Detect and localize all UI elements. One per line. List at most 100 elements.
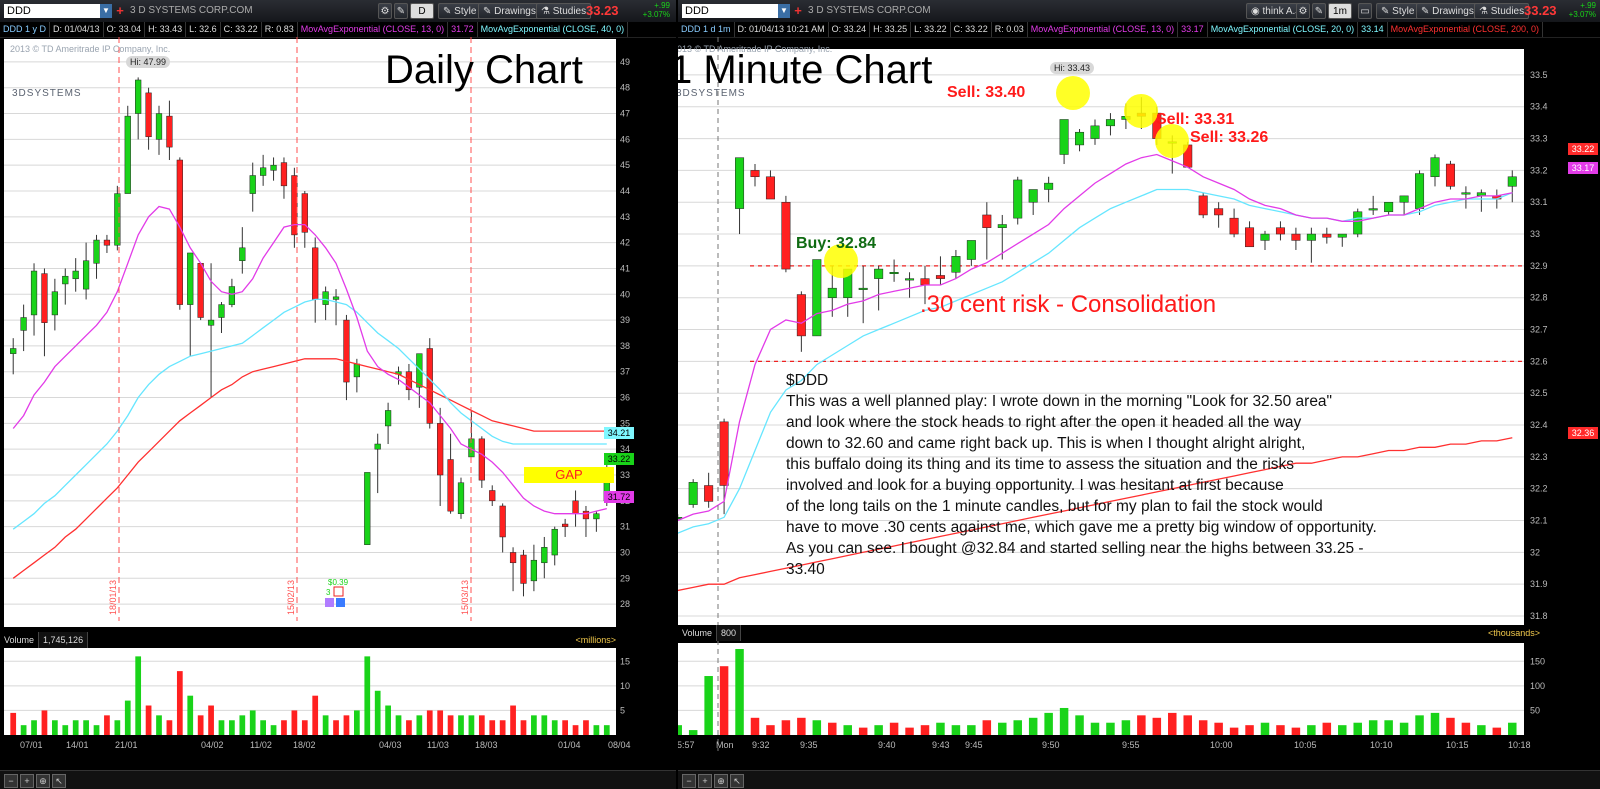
right-symbol-dropdown-icon[interactable]: ▼ xyxy=(778,4,790,18)
minute-chart-svg[interactable]: 31.8 31.9 32 32.1 32.2 32.3 32.4 32.5 32.6 32.7 32… xyxy=(678,37,1600,789)
right-style-button[interactable]: ✎ Style xyxy=(1376,3,1420,19)
left-zoom-in-icon[interactable]: + xyxy=(20,774,34,788)
x-tick-label: 9:45 xyxy=(965,740,983,750)
volume-bar xyxy=(1137,715,1146,735)
candle-body xyxy=(145,92,152,138)
candle-body xyxy=(827,287,837,298)
left-link-icon[interactable]: ⚙ xyxy=(378,3,392,19)
left-style-button[interactable]: ✎ Style xyxy=(438,3,482,19)
right-company-name: 3 D SYSTEMS CORP.COM xyxy=(808,5,931,16)
right-link-icon[interactable]: ⚙ xyxy=(1296,3,1310,19)
y-tick-label: 31.8 xyxy=(1530,611,1548,621)
right-tag-ema200: 32.36 xyxy=(1568,427,1598,439)
candle-body xyxy=(343,319,350,383)
studies-icon: ⚗ xyxy=(1479,6,1491,17)
volume-bar xyxy=(374,690,381,735)
y-tick-label: 32.3 xyxy=(1530,452,1548,462)
right-tag-ema13: 33.17 xyxy=(1568,162,1598,174)
volume-bar xyxy=(364,656,371,735)
right-symbol-input[interactable]: DDD xyxy=(682,4,778,18)
volume-bar xyxy=(499,720,506,735)
candle-body xyxy=(1013,179,1023,219)
x-tick-label: 14/01 xyxy=(66,740,89,750)
left-info-ma2: MovAvgExponential (CLOSE, 40, 0) xyxy=(478,22,629,37)
right-zoom-in-icon[interactable]: + xyxy=(698,774,712,788)
left-symbol-input[interactable]: DDD xyxy=(4,4,100,18)
volume-bar xyxy=(458,715,464,735)
right-zoom-icon[interactable]: ⊕ xyxy=(714,774,728,788)
x-tick-label: 9:55 xyxy=(1122,740,1140,750)
trade-note: $DDD This was a well planned play: I wro… xyxy=(786,370,1426,580)
left-info-period: DDD 1 y D xyxy=(0,22,51,37)
y-tick-label: 43 xyxy=(620,212,630,222)
left-symbol-dropdown-icon[interactable]: ▼ xyxy=(100,4,112,18)
right-expand-icon[interactable]: ▭ xyxy=(1358,3,1372,19)
x-tick-label: 15:57 xyxy=(678,740,695,750)
note-line: This was a well planned play: I wrote do… xyxy=(786,393,1333,410)
volume-bar xyxy=(135,656,142,735)
left-watermark-logo: 3DSYSTEMS xyxy=(12,88,82,99)
trade-highlight-circle xyxy=(1056,76,1090,110)
candle-body xyxy=(874,268,884,279)
right-drawings-button[interactable]: ✎ Drawings xyxy=(1416,3,1479,19)
volume-bar xyxy=(1059,707,1069,735)
note-line: of the long tails on the 1 minute candle… xyxy=(786,498,1323,515)
right-info-low: L: 33.22 xyxy=(911,22,951,37)
event-count-label: 3 xyxy=(326,588,331,597)
volume-bar xyxy=(437,710,444,735)
pencil-icon: ✎ xyxy=(483,6,495,17)
candle-body xyxy=(166,115,173,148)
left-wrench-icon[interactable]: ✎ xyxy=(394,3,408,19)
volume-bar xyxy=(603,725,610,735)
volume-bar xyxy=(104,715,110,735)
candle-body xyxy=(530,559,538,582)
right-hi-tag: Hi: 33.43 xyxy=(1050,62,1095,74)
candle-body xyxy=(982,214,992,228)
left-volume-unit: <millions> xyxy=(575,635,616,645)
candle-body xyxy=(135,79,142,114)
right-wrench-icon[interactable]: ✎ xyxy=(1312,3,1326,19)
y-tick-label: 49 xyxy=(620,57,630,67)
x-tick-label: 10:10 xyxy=(1370,740,1393,750)
left-add-icon[interactable]: + xyxy=(116,3,124,18)
right-info-ma1: MovAvgExponential (CLOSE, 13, 0) xyxy=(1028,22,1179,37)
candle-body xyxy=(509,552,517,564)
right-studies-button[interactable]: ⚗ Studies xyxy=(1474,3,1530,19)
volume-bar xyxy=(353,710,360,735)
candle-body xyxy=(1059,119,1069,155)
candle-body xyxy=(551,528,558,556)
x-tick-label: 08/04 xyxy=(608,740,631,750)
volume-bar xyxy=(1338,725,1347,735)
left-volume-bar: Volume 1,745,126 <millions> xyxy=(0,632,676,648)
x-tick-label: 10:18 xyxy=(1508,740,1531,750)
left-cursor-icon[interactable]: ↖ xyxy=(52,774,66,788)
daily-chart-svg[interactable]: 2829303132333435363738394041424344454647… xyxy=(0,37,676,789)
left-zoom-icon[interactable]: ⊕ xyxy=(36,774,50,788)
y-tick-label: 28 xyxy=(620,599,630,609)
y-tick-label: 32.2 xyxy=(1530,484,1548,494)
candle-body xyxy=(155,113,163,140)
right-add-icon[interactable]: + xyxy=(794,3,802,18)
volume-tick-label: 5 xyxy=(620,705,625,715)
right-cursor-icon[interactable]: ↖ xyxy=(730,774,744,788)
left-zoom-out-icon[interactable]: − xyxy=(4,774,18,788)
left-last-price: 33.23 xyxy=(586,3,619,18)
volume-bar xyxy=(333,720,339,735)
y-tick-label: 45 xyxy=(620,160,630,170)
left-period-button[interactable]: D xyxy=(410,3,434,19)
right-period-button[interactable]: 1m xyxy=(1328,3,1352,19)
candle-body xyxy=(593,513,600,520)
plot-background xyxy=(4,39,616,627)
volume-bar xyxy=(531,715,537,735)
x-tick-label: Mon xyxy=(716,740,734,750)
right-zoom-out-icon[interactable]: − xyxy=(682,774,696,788)
right-account-button[interactable]: ◉ think A.J. xyxy=(1246,3,1309,19)
left-info-open: O: 33.04 xyxy=(104,22,146,37)
volume-bar xyxy=(176,671,183,735)
right-volume-bar: Volume 800 <thousands> xyxy=(678,625,1600,641)
y-tick-label: 32.6 xyxy=(1530,356,1548,366)
right-bottom-toolbar: − + ⊕ ↖ xyxy=(678,770,1600,789)
left-studies-button[interactable]: ⚗ Studies xyxy=(536,3,592,19)
candle-body xyxy=(114,193,121,246)
left-drawings-button[interactable]: ✎ Drawings xyxy=(478,3,541,19)
